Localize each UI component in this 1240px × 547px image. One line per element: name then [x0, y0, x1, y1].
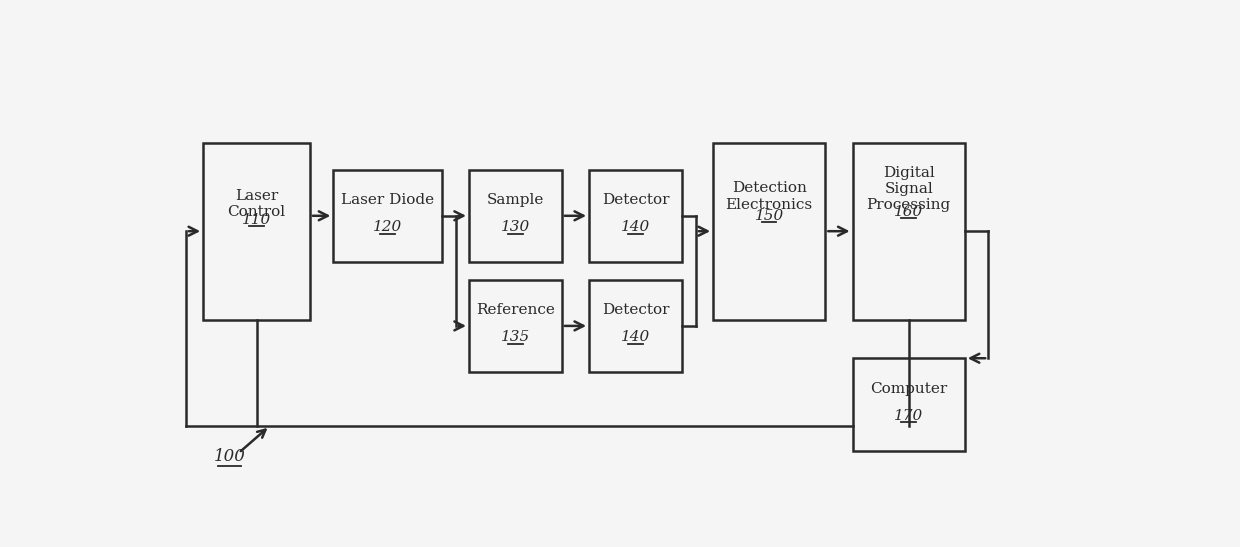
Bar — [469, 280, 562, 372]
Text: 130: 130 — [501, 220, 529, 234]
Bar — [589, 170, 682, 262]
Text: 110: 110 — [242, 213, 272, 226]
Text: Sample: Sample — [486, 194, 544, 207]
Bar — [853, 358, 965, 451]
Bar — [469, 170, 562, 262]
Text: 100: 100 — [213, 449, 246, 465]
Bar — [334, 170, 441, 262]
Bar — [589, 280, 682, 372]
Bar — [853, 143, 965, 320]
Text: 160: 160 — [894, 205, 924, 219]
Bar — [713, 143, 826, 320]
Text: Reference: Reference — [476, 304, 554, 317]
Bar — [203, 143, 310, 320]
Text: 120: 120 — [373, 220, 402, 234]
Text: 150: 150 — [755, 209, 784, 223]
Text: Laser
Control: Laser Control — [227, 189, 285, 219]
Text: Computer: Computer — [870, 382, 947, 396]
Text: 140: 140 — [621, 220, 650, 234]
Text: Detection
Electronics: Detection Electronics — [725, 182, 812, 212]
Text: Detector: Detector — [601, 194, 670, 207]
Text: Digital
Signal
Processing: Digital Signal Processing — [867, 166, 951, 212]
Text: Detector: Detector — [601, 304, 670, 317]
Text: 170: 170 — [894, 409, 924, 423]
Text: 140: 140 — [621, 330, 650, 345]
Text: 135: 135 — [501, 330, 529, 345]
Text: Laser Diode: Laser Diode — [341, 194, 434, 207]
